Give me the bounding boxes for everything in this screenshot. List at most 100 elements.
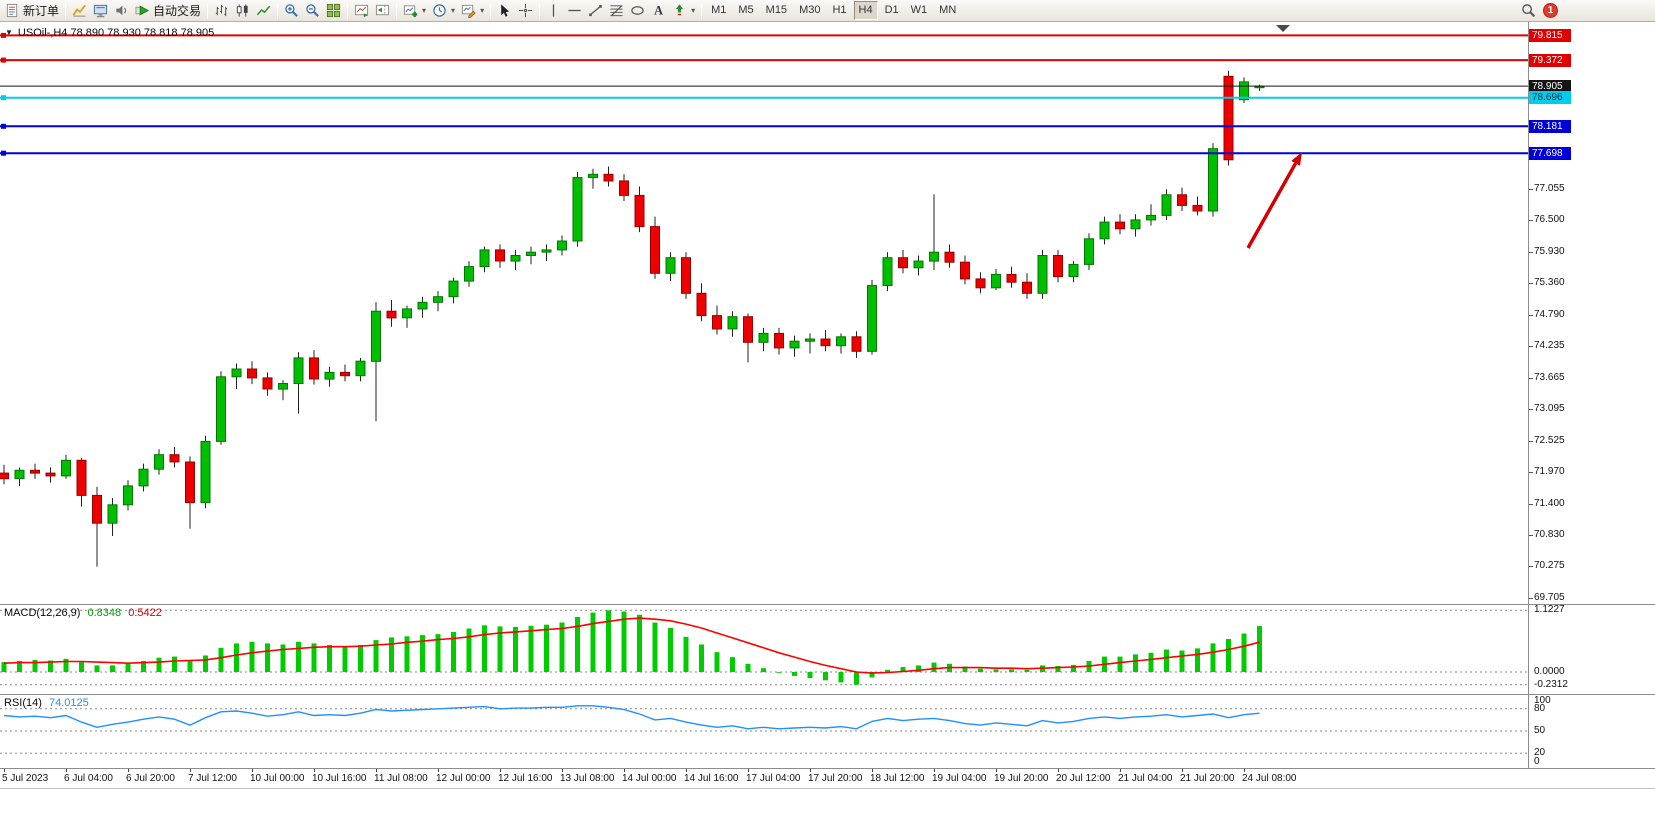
- candle-body: [975, 278, 986, 289]
- timeframe-M5-button[interactable]: M5: [738, 4, 754, 16]
- zoom-out-button[interactable]: [302, 1, 323, 21]
- pane-divider-macd[interactable]: [0, 604, 1655, 605]
- time-tick-mark: [128, 769, 129, 772]
- time-tick-mark: [562, 769, 563, 772]
- rsi-indicator-pane[interactable]: [0, 694, 1528, 768]
- price-scale-divider: [1528, 22, 1529, 768]
- sound-icon: [114, 3, 129, 18]
- macd-histogram-bar: [373, 640, 379, 672]
- search-button[interactable]: [1518, 1, 1539, 21]
- cursor-tool-button[interactable]: [494, 1, 515, 21]
- new-order-label: 新订单: [23, 4, 60, 18]
- timeframe-H4-button[interactable]: H4: [853, 1, 878, 20]
- candlestick-mode-button[interactable]: [232, 1, 253, 21]
- time-tick-mark: [376, 769, 377, 772]
- chart-bottom-border: [0, 788, 1655, 789]
- dropdown-arrow-icon[interactable]: ▾: [691, 6, 696, 15]
- macd-scale-label: 0.0000: [1534, 666, 1565, 677]
- level-line-handle[interactable]: [1, 57, 6, 63]
- market-watch-button[interactable]: [69, 1, 90, 21]
- macd-histogram-bar: [1, 662, 7, 672]
- crosshair-tool-button[interactable]: [515, 1, 536, 21]
- trendline-tool-button[interactable]: [585, 1, 606, 21]
- arrows-tool-button[interactable]: ▾: [669, 1, 698, 21]
- templates-button[interactable]: ▾: [458, 1, 487, 21]
- text-tool-button[interactable]: A: [648, 1, 669, 21]
- one-click-trading-arrow-icon[interactable]: ▼: [5, 28, 13, 37]
- timeframe-M15-button[interactable]: M15: [765, 4, 788, 16]
- line-chart-mode-button[interactable]: [253, 1, 274, 21]
- time-tick-label: 6 Jul 20:00: [126, 773, 175, 784]
- data-window-button[interactable]: [90, 1, 111, 21]
- toolbar: 新订单 自动交易 ▾ ▾ ▾ A ▾ M1 M5 M15 M30 H1 H4 D1 W1 MN 1: [0, 0, 1655, 22]
- arrow-annotation-shaft[interactable]: [1246, 162, 1298, 249]
- zoom-in-button[interactable]: [281, 1, 302, 21]
- main-chart-pane[interactable]: [0, 22, 1528, 604]
- macd-histogram-bar: [1226, 639, 1231, 672]
- price-tick-mark: [1529, 346, 1533, 347]
- level-line-handle[interactable]: [1, 123, 6, 129]
- candle-body: [309, 357, 319, 380]
- candle-body: [727, 316, 738, 330]
- data-window-icon: [93, 3, 108, 18]
- horizontal-line-tool-button[interactable]: [564, 1, 585, 21]
- timeframe-H1-button[interactable]: H1: [832, 4, 847, 16]
- candle-body: [774, 332, 784, 349]
- level-line-handle[interactable]: [1, 150, 6, 156]
- new-chart-button[interactable]: ▾: [400, 1, 429, 21]
- macd-histogram-bar: [94, 665, 100, 672]
- price-tick-label: 77.055: [1534, 183, 1565, 194]
- level-line-handle[interactable]: [1, 95, 6, 101]
- chart-shift-button[interactable]: [372, 1, 393, 21]
- timeframe-M1-button[interactable]: M1: [711, 4, 727, 16]
- profiles-button[interactable]: ▾: [429, 1, 458, 21]
- macd-histogram-bar: [389, 637, 394, 672]
- candle-body: [123, 485, 133, 506]
- price-tick-label: 70.275: [1534, 560, 1565, 571]
- candle-body: [650, 226, 660, 274]
- arrow-annotation-head[interactable]: [1291, 152, 1302, 166]
- pane-divider-rsi[interactable]: [0, 694, 1655, 695]
- tile-windows-button[interactable]: [323, 1, 344, 21]
- shapes-tool-button[interactable]: [627, 1, 648, 21]
- dropdown-arrow-icon[interactable]: ▾: [422, 6, 427, 15]
- dropdown-arrow-icon[interactable]: ▾: [451, 6, 456, 15]
- sound-alerts-button[interactable]: [111, 1, 132, 21]
- horizontal-line-icon: [567, 3, 582, 18]
- vertical-line-tool-button[interactable]: [543, 1, 564, 21]
- macd-histogram-bar: [482, 625, 487, 673]
- price-scale[interactable]: 77.055 76.500 75.930 75.360 74.790 74.235 73.6…: [1529, 0, 1655, 788]
- auto-scroll-button[interactable]: [351, 1, 372, 21]
- timeframe-M30-button[interactable]: M30: [799, 4, 821, 16]
- rsi-scale-label: 100: [1534, 695, 1551, 706]
- price-line-label: 78.181: [1529, 120, 1571, 133]
- autotrading-button[interactable]: 自动交易: [132, 1, 204, 21]
- timeframe-D1-button[interactable]: D1: [884, 4, 899, 16]
- new-order-button[interactable]: 新订单: [2, 1, 62, 21]
- chart-shift-marker[interactable]: [1276, 25, 1290, 32]
- candle-body: [588, 173, 598, 179]
- level-line-handle[interactable]: [1, 32, 6, 38]
- time-tick-label: 11 Jul 08:00: [374, 773, 428, 784]
- zoom-out-icon: [305, 3, 320, 18]
- macd-histogram-bar: [575, 617, 580, 672]
- macd-indicator-pane[interactable]: [0, 604, 1528, 694]
- time-tick-label: 5 Jul 2023: [2, 773, 49, 784]
- candle-body: [371, 310, 381, 362]
- macd-main-value: 0.8348: [87, 607, 122, 619]
- price-tick-mark: [1529, 535, 1533, 536]
- time-tick-mark: [500, 769, 501, 772]
- fibonacci-tool-button[interactable]: [606, 1, 627, 21]
- time-tick-label: 12 Jul 00:00: [436, 773, 491, 784]
- macd-histogram-bar: [838, 672, 844, 683]
- time-axis[interactable]: 5 Jul 2023 6 Jul 04:00 6 Jul 20:00 7 Jul 12…: [0, 769, 1655, 788]
- macd-histogram-bar: [699, 644, 704, 672]
- bar-chart-mode-button[interactable]: [211, 1, 232, 21]
- time-tick-label: 19 Jul 04:00: [932, 773, 987, 784]
- notification-badge[interactable]: 1: [1543, 3, 1558, 18]
- timeframe-MN-button[interactable]: MN: [939, 4, 957, 16]
- candle-body: [991, 273, 1001, 289]
- dropdown-arrow-icon[interactable]: ▾: [480, 6, 485, 15]
- timeframe-W1-button[interactable]: W1: [910, 4, 928, 16]
